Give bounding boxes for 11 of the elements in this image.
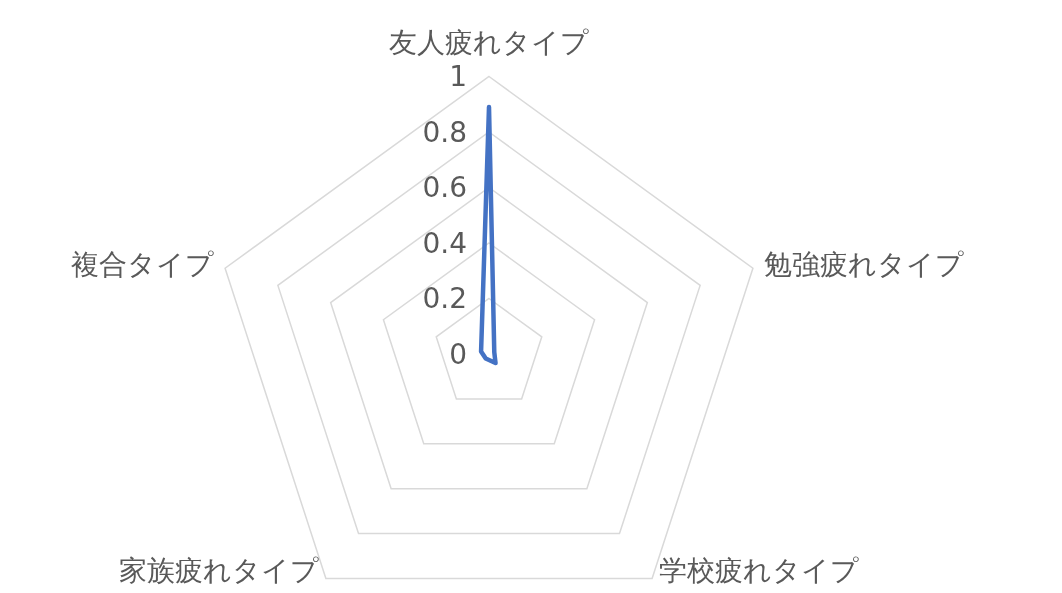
- spoke-label: 勉強疲れタイプ: [764, 248, 965, 282]
- y-tick-label: 0.4: [422, 226, 467, 260]
- spoke-label: 複合タイプ: [70, 248, 214, 282]
- y-tick-label: 0.6: [422, 171, 467, 204]
- y-tick-label: 1: [449, 60, 467, 93]
- y-tick-label: 0.2: [422, 282, 467, 315]
- spoke-label: 友人疲れタイプ: [389, 26, 589, 59]
- y-tick-label: 0: [449, 337, 467, 371]
- y-tick-label: 0.8: [422, 115, 467, 149]
- spoke-label: 学校疲れタイプ: [659, 553, 860, 587]
- spoke-label: 家族疲れタイプ: [118, 553, 319, 587]
